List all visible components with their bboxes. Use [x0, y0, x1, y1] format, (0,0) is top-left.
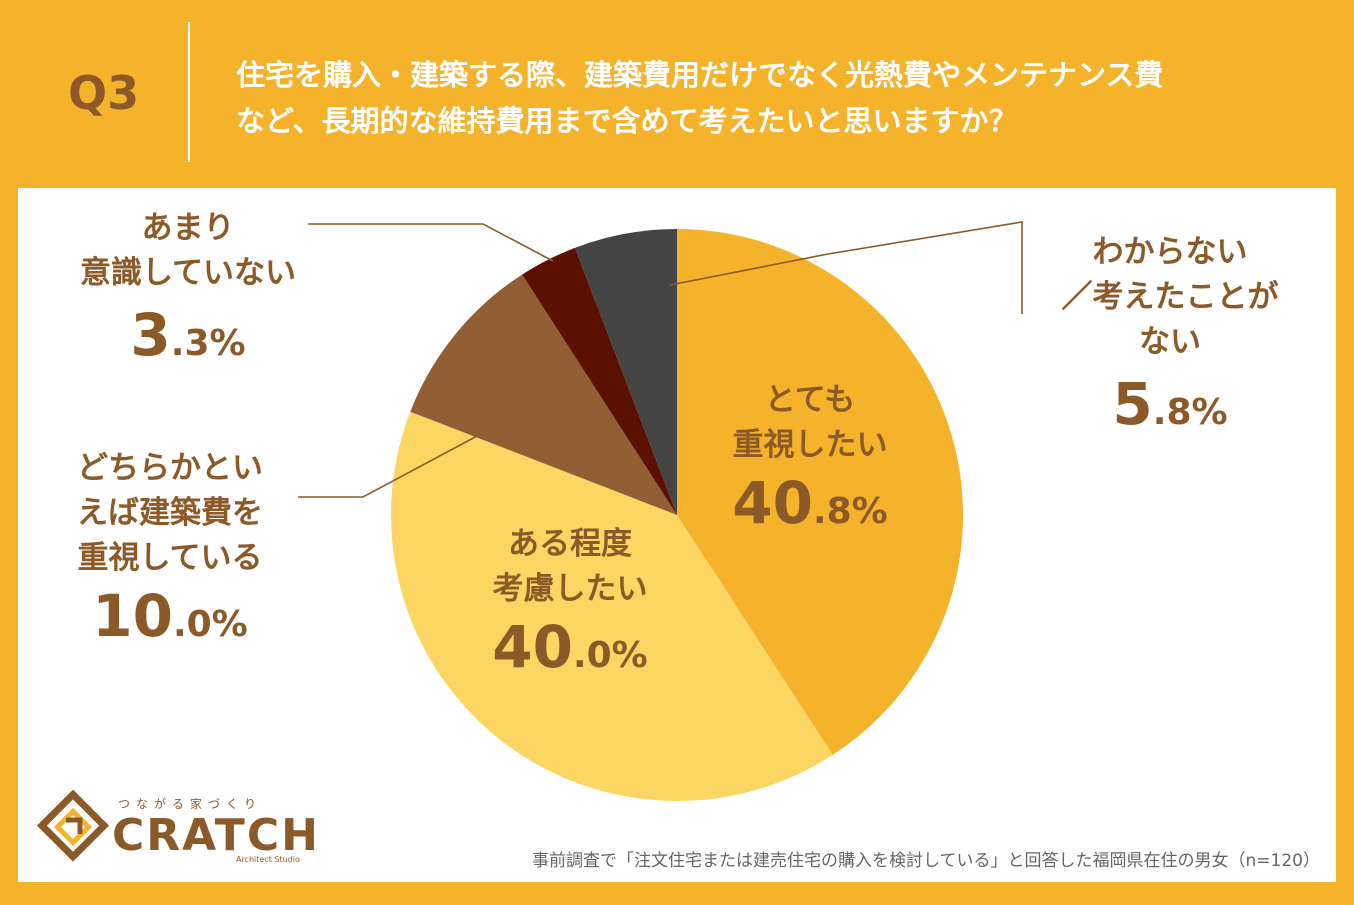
label-dont-know: わからない ／考えたことが ない 5.8% [1030, 230, 1310, 448]
leader-line-s3 [298, 435, 478, 498]
label-very-important-line1: とても [764, 382, 856, 418]
label-not-conscious: あまり 意識していない 3.3% [48, 206, 328, 379]
label-prefer-cost-line3: 重視している [77, 540, 263, 576]
pie-slice-prefer-cost [410, 274, 677, 515]
label-very-important-line2: 重視したい [732, 427, 888, 463]
pct-prefer-cost: 10.0% [92, 582, 248, 650]
label-somewhat-consider-line1: ある程度 [508, 526, 632, 562]
header: Q3 住宅を購入・建築する際、建築費用だけでなく光熱費やメンテナンス費 など、長… [0, 0, 1354, 185]
label-prefer-cost-line2: えば建築費を [77, 495, 263, 531]
logo-wordmark: CRATCH [112, 810, 320, 861]
cratch-logo-icon [36, 790, 110, 862]
label-not-conscious-line2: 意識していない [79, 255, 297, 291]
label-dont-know-line2: ／考えたことが [1061, 279, 1279, 315]
question-line-1: 住宅を購入・建築する際、建築費用だけでなく光熱費やメンテナンス費 [236, 58, 1164, 92]
question-text: 住宅を購入・建築する際、建築費用だけでなく光熱費やメンテナンス費 など、長期的な… [236, 52, 1336, 144]
footnote: 事前調査で「注文住宅または建売住宅の購入を検討している」と回答した福岡県在住の男… [532, 851, 1320, 871]
label-somewhat-consider-line2: 考慮したい [492, 571, 648, 607]
pct-very-important: 40.8% [732, 469, 888, 537]
pie-slice-somewhat-consider [391, 411, 833, 801]
label-somewhat-consider: ある程度 考慮したい 40.0% [460, 522, 680, 691]
question-line-2: など、長期的な維持費用まで含めて考えたいと思いますか？ [236, 104, 1018, 138]
leader-line-s4 [308, 223, 554, 262]
question-number: Q3 [68, 66, 140, 120]
label-dont-know-line3: ない [1139, 324, 1201, 360]
label-prefer-cost: どちらかとい えば建築費を 重視している 10.0% [40, 446, 300, 660]
pct-dont-know: 5.8% [1112, 370, 1228, 438]
logo-subtitle: Architect Studio [236, 855, 300, 864]
label-not-conscious-line1: あまり [141, 210, 235, 246]
pie-slice-very-important [677, 229, 963, 755]
logo-tagline: つながる家づくり [118, 797, 263, 811]
label-dont-know-line1: わからない [1092, 234, 1248, 270]
pie-slice-not-conscious [522, 247, 677, 515]
pct-not-conscious: 3.3% [130, 301, 246, 369]
leader-line-s5 [669, 221, 1023, 314]
pie-slice-dont-know [574, 229, 677, 515]
header-divider [188, 22, 190, 162]
label-prefer-cost-line1: どちらかとい [77, 450, 263, 486]
label-very-important: とても 重視したい 40.8% [700, 378, 920, 547]
pct-somewhat-consider: 40.0% [492, 613, 648, 681]
